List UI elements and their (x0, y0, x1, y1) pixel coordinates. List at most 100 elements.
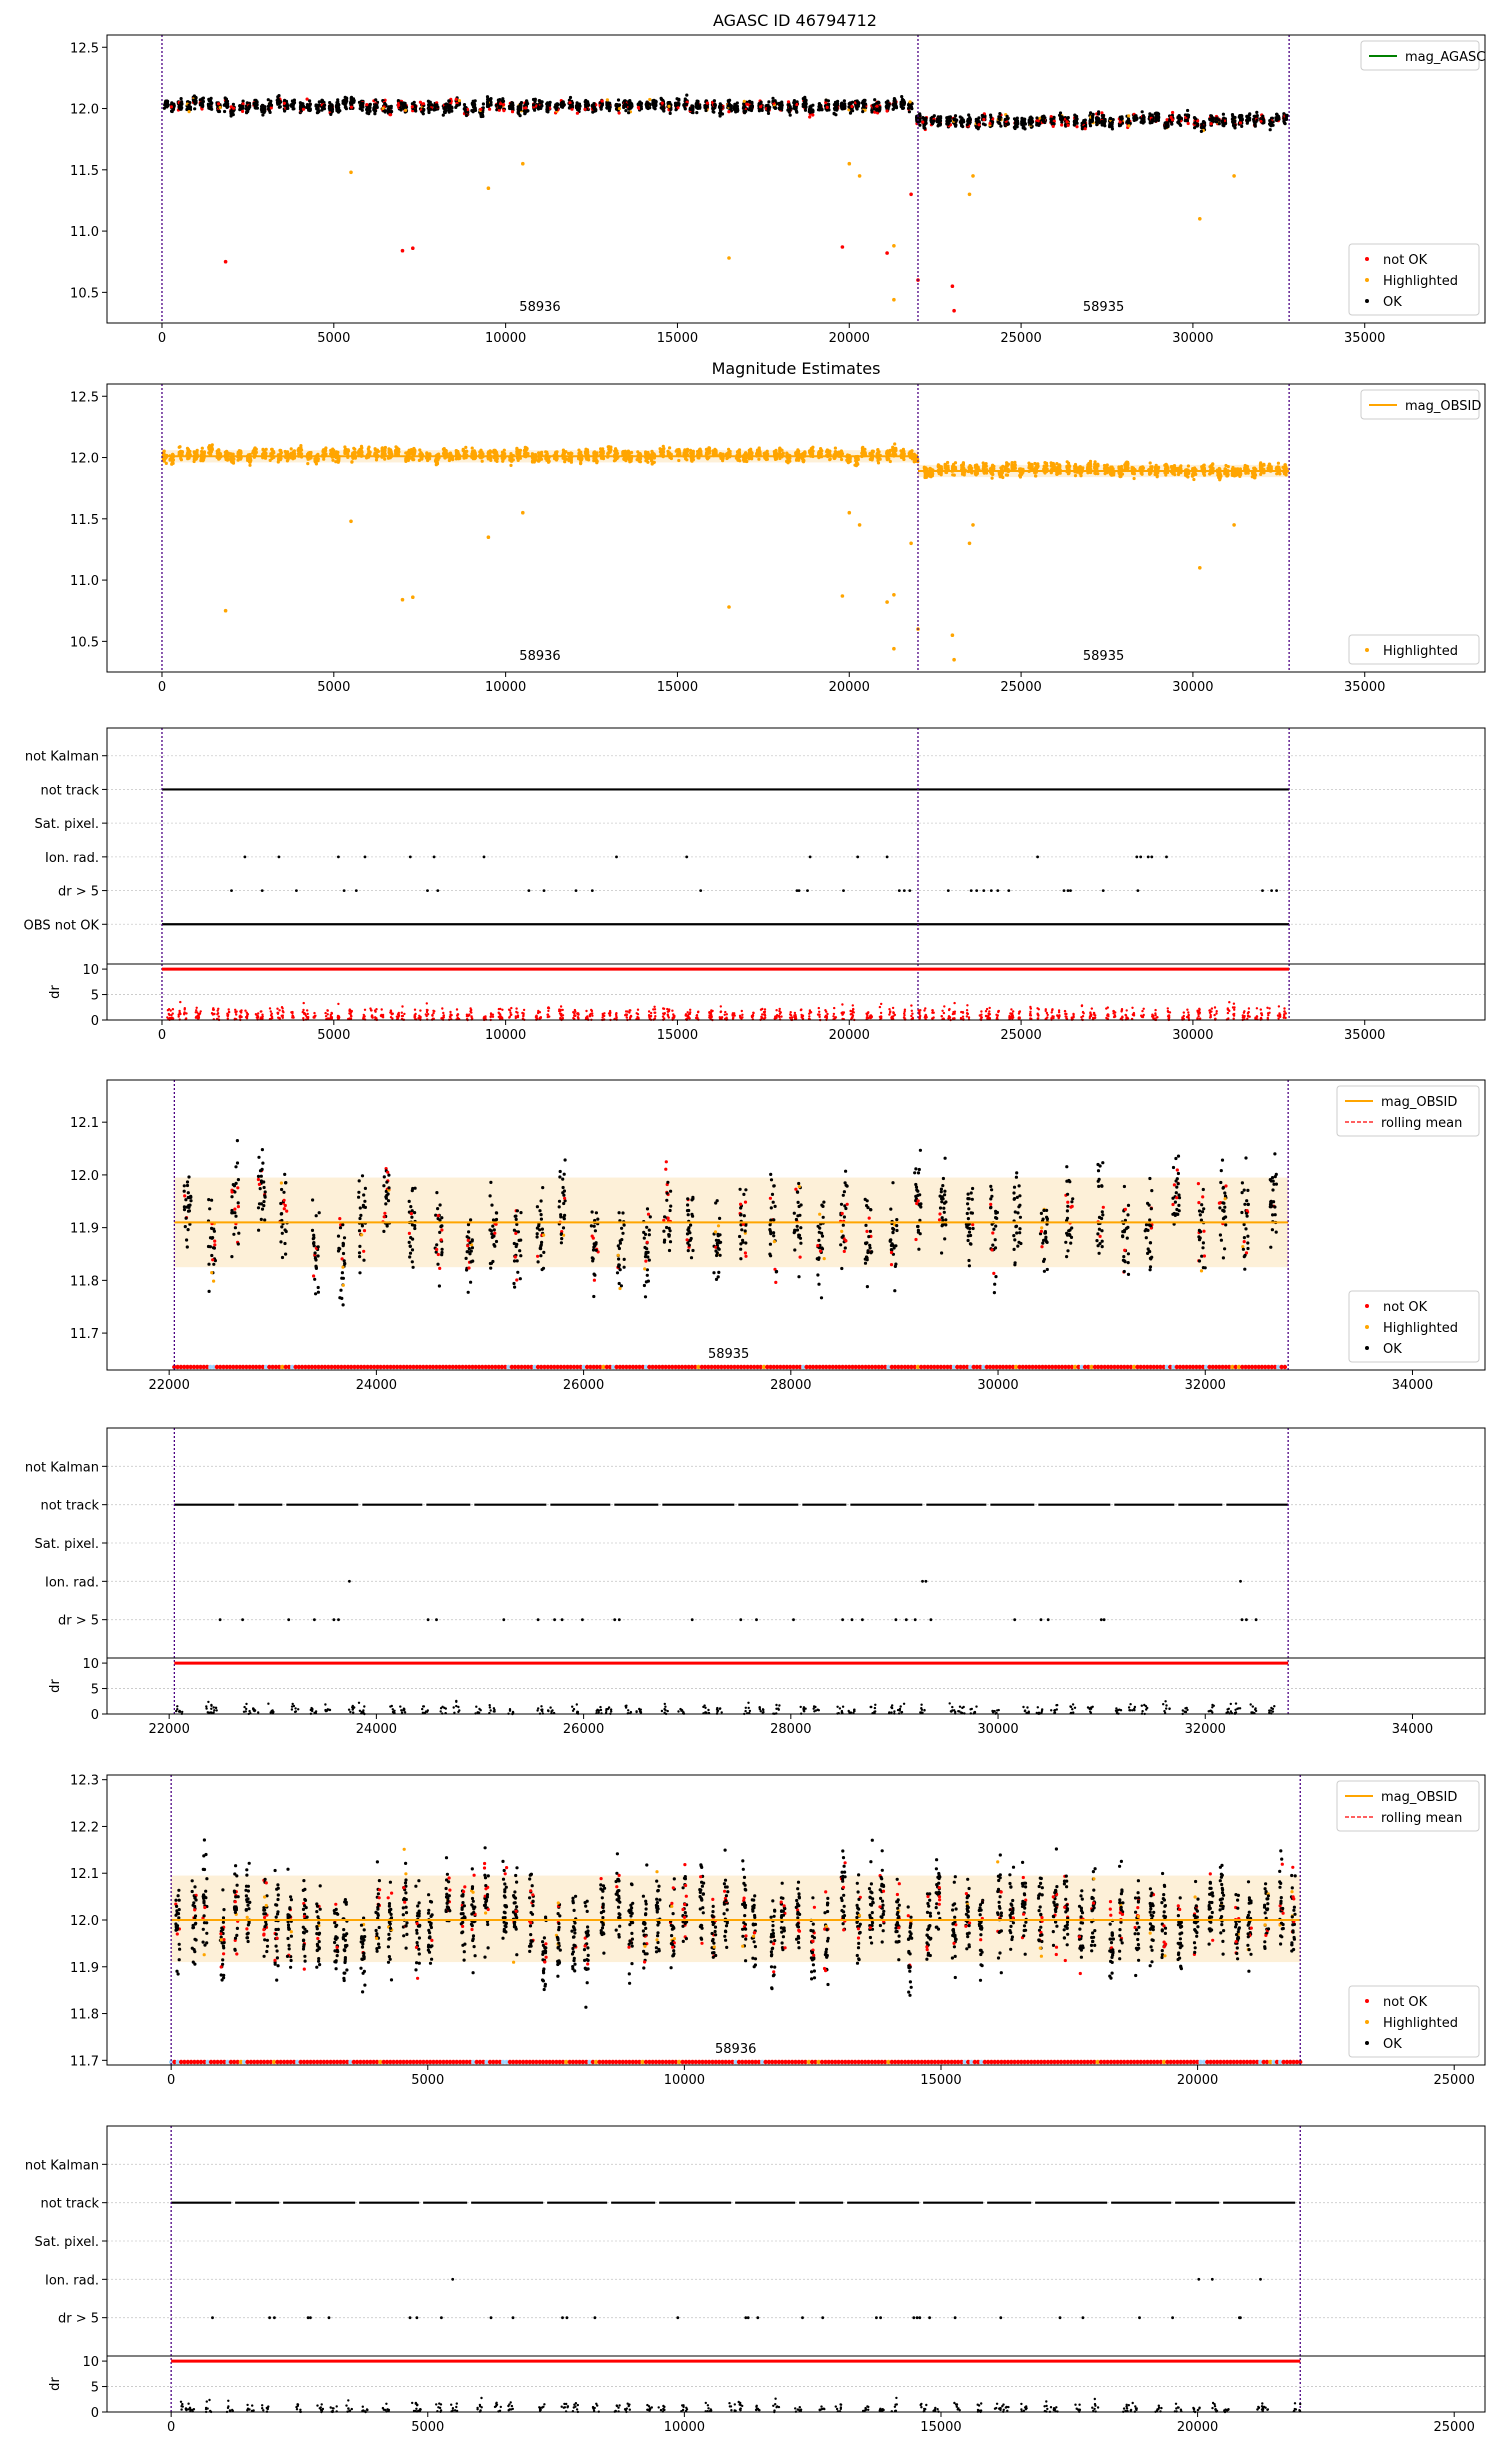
data-point (1051, 121, 1055, 126)
data-point (254, 447, 258, 451)
data-point (335, 108, 339, 112)
data-point (760, 108, 764, 112)
data-point (873, 98, 877, 102)
data-point (742, 99, 746, 103)
data-point (1109, 124, 1113, 128)
data-point (331, 458, 335, 462)
data-point (470, 446, 474, 450)
data-point (413, 448, 417, 452)
data-point (628, 460, 632, 464)
data-point (840, 107, 844, 111)
data-point (908, 100, 912, 104)
data-point (218, 105, 222, 110)
data-point (1171, 110, 1175, 115)
data-point (735, 101, 739, 105)
data-point (788, 108, 792, 112)
data-point (185, 100, 190, 104)
data-point (374, 109, 378, 113)
data-point (321, 106, 325, 110)
data-point (365, 103, 369, 107)
data-point (907, 106, 911, 110)
data-point (561, 451, 566, 455)
data-point (1240, 124, 1244, 128)
data-point (727, 110, 731, 114)
data-point (217, 448, 221, 452)
data-point (360, 108, 364, 112)
data-point (848, 101, 852, 105)
data-point (308, 99, 312, 103)
data-point (646, 460, 650, 464)
outlier-point (971, 174, 975, 178)
data-point (711, 109, 715, 114)
data-point (899, 102, 903, 106)
legend-marker (1365, 257, 1369, 261)
data-point (282, 101, 286, 105)
data-point (553, 452, 558, 456)
data-point (248, 463, 252, 467)
data-point (462, 451, 466, 455)
data-point (251, 449, 255, 453)
data-point (684, 450, 689, 454)
data-point (809, 109, 813, 113)
data-point (1238, 121, 1243, 125)
data-point (284, 104, 288, 108)
legend-marker (1365, 278, 1369, 282)
data-point (367, 445, 371, 449)
data-point (771, 99, 775, 103)
data-point (308, 102, 312, 106)
data-point (884, 100, 888, 104)
data-point (613, 458, 618, 462)
data-point (1176, 121, 1181, 125)
data-point (166, 104, 170, 108)
data-point (208, 99, 212, 103)
data-point (399, 108, 403, 112)
data-point (583, 100, 587, 104)
data-point (365, 111, 369, 115)
data-point (630, 450, 634, 455)
data-point (1231, 114, 1235, 118)
data-point (832, 106, 837, 111)
data-point (704, 108, 708, 113)
data-point (707, 447, 712, 451)
data-point (718, 111, 722, 115)
outlier-point (952, 308, 956, 313)
data-point (442, 450, 446, 454)
data-point (622, 99, 627, 103)
data-point (1203, 121, 1207, 125)
data-point (253, 104, 257, 108)
x-tick-label: 25000 (1000, 331, 1041, 346)
data-point (1186, 121, 1190, 126)
data-point (575, 107, 580, 112)
data-point (1186, 108, 1190, 113)
data-point (499, 102, 503, 106)
data-point (384, 109, 388, 113)
data-point (811, 113, 815, 117)
data-point (989, 115, 993, 119)
data-point (222, 103, 226, 107)
data-point (1176, 115, 1180, 119)
data-point (169, 105, 173, 109)
data-point (381, 449, 385, 453)
data-point (457, 102, 462, 106)
data-point (171, 458, 175, 462)
data-point (771, 96, 775, 100)
outlier-point (840, 245, 845, 249)
data-point (410, 102, 414, 106)
data-point (443, 105, 447, 109)
data-point (695, 99, 699, 103)
data-point (344, 105, 348, 109)
outlier-point (400, 248, 405, 253)
data-point (337, 459, 341, 463)
data-point (918, 123, 922, 127)
data-point (548, 100, 552, 104)
data-point (1275, 116, 1279, 120)
data-point (998, 112, 1002, 116)
data-point (636, 450, 640, 454)
data-point (375, 105, 379, 109)
data-point (470, 101, 474, 105)
data-point (516, 111, 520, 115)
data-point (788, 113, 792, 117)
data-point (241, 102, 245, 106)
data-point (464, 445, 468, 449)
data-point (645, 102, 650, 106)
